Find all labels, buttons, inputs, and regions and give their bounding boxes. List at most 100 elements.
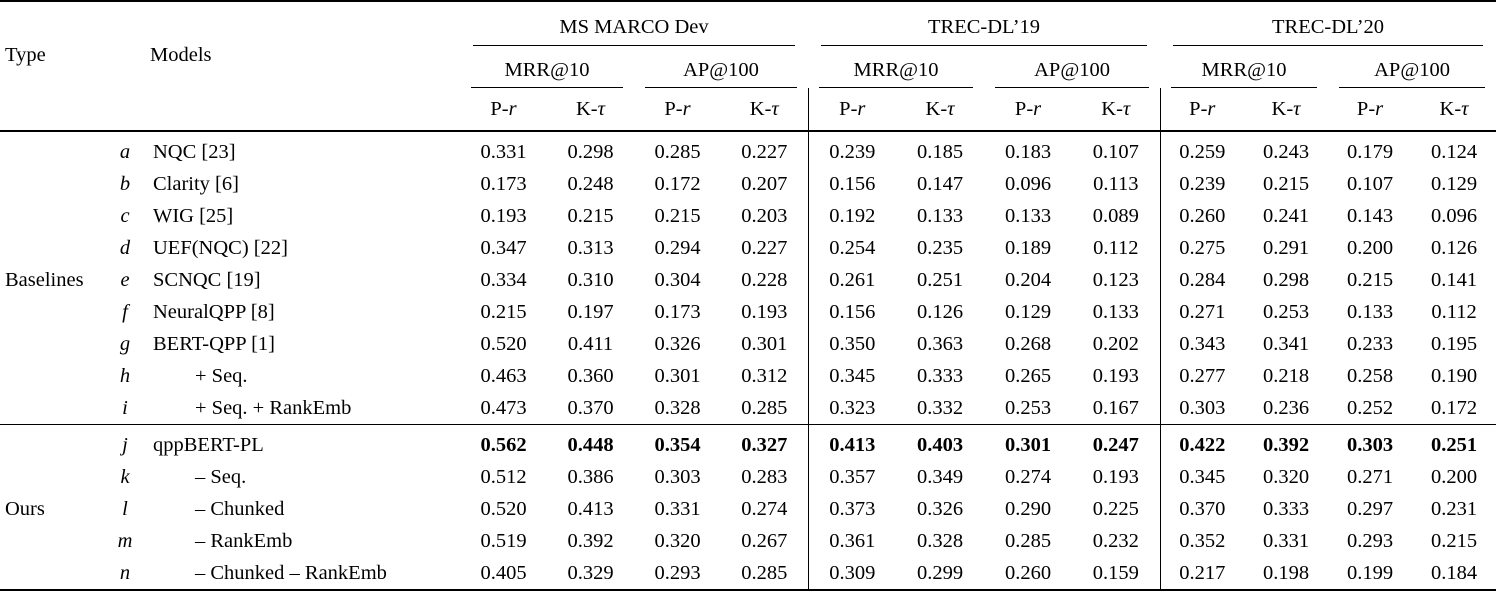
group-label: TREC-DL’20	[1272, 16, 1385, 38]
row-letter: c	[120, 204, 130, 227]
metric-value: 0.373	[829, 497, 876, 520]
table-row: i + Seq. + RankEmb 0.473 0.370 0.328 0.285 0.3…	[0, 392, 1496, 425]
metric-value: 0.236	[1262, 396, 1310, 419]
table-row: d UEF(NQC) [22] 0.347 0.313 0.294 0.227 0.254 0…	[0, 232, 1496, 264]
metric-value: 0.231	[1430, 497, 1478, 520]
metric-value: 0.360	[567, 364, 614, 387]
model-name: SCNQC [19]	[153, 268, 261, 291]
metric-value: 0.320	[1262, 465, 1310, 488]
metric-value: 0.422	[1160, 424, 1245, 461]
metric-value: 0.172	[654, 172, 701, 195]
table-row: l – Chunked 0.520 0.413 0.331 0.274 0.373 0.326…	[0, 493, 1496, 525]
metric-value: 0.331	[654, 497, 701, 520]
row-letter: n	[119, 561, 131, 584]
metric-value: 0.268	[1004, 332, 1052, 355]
group-label: TREC-DL’19	[928, 16, 1041, 38]
metric-value: 0.277	[1179, 364, 1226, 387]
row-letter: f	[122, 300, 128, 323]
model-name: NeuralQPP [8]	[153, 300, 275, 323]
metric-value: 0.291	[1262, 236, 1310, 259]
metric-value: 0.298	[567, 140, 614, 163]
table-row: Ours j qppBERT-PL 0.562 0.448 0.354 0.327 0.413…	[0, 424, 1496, 590]
subheader-pearson-r: P-r	[460, 88, 547, 132]
metric-value: 0.124	[1430, 140, 1478, 163]
metric-value: 0.141	[1430, 268, 1478, 291]
model-name: BERT-QPP [1]	[153, 332, 275, 355]
metric-value: 0.274	[1004, 465, 1052, 488]
metric-value: 0.197	[567, 300, 614, 323]
metric-value: 0.248	[567, 172, 614, 195]
metric-value: 0.252	[1346, 396, 1394, 419]
metric-label: AP@100	[683, 59, 759, 81]
metric-value: 0.392	[567, 529, 614, 552]
metric-value: 0.298	[1262, 268, 1310, 291]
metric-value: 0.331	[480, 140, 527, 163]
row-letter: k	[120, 465, 130, 488]
group-header-row: Type Models MS MARCO Dev TREC-DL’19 TREC…	[0, 1, 1496, 132]
metric-value: 0.520	[480, 332, 527, 355]
metric-value: 0.123	[1072, 264, 1161, 296]
metric-value: 0.107	[1346, 172, 1394, 195]
row-letter: m	[117, 529, 133, 552]
col-metric-mrr10: MRR@10	[1160, 46, 1328, 88]
table-row: b Clarity [6] 0.173 0.248 0.172 0.207 0.156 0.1…	[0, 168, 1496, 200]
metric-value: 0.183	[1004, 140, 1052, 163]
subheader-kendall-tau: K-τ	[896, 88, 985, 132]
metric-value: 0.215	[1346, 268, 1394, 291]
col-metric-mrr10: MRR@10	[808, 46, 984, 88]
metric-value: 0.173	[480, 172, 527, 195]
metric-value: 0.260	[1004, 561, 1052, 584]
metric-value: 0.129	[1004, 300, 1052, 323]
metric-value: 0.285	[721, 392, 809, 425]
metric-value: 0.235	[916, 236, 964, 259]
metric-value: 0.413	[808, 424, 897, 461]
metric-label: MRR@10	[853, 59, 939, 81]
type-label: Baselines	[5, 268, 84, 291]
metric-value: 0.349	[916, 465, 964, 488]
subheader-kendall-tau: K-τ	[1412, 88, 1496, 132]
row-letter: e	[120, 268, 130, 291]
metric-value: 0.243	[1262, 140, 1310, 163]
metric-value: 0.285	[1004, 529, 1052, 552]
metric-value: 0.179	[1346, 140, 1394, 163]
metric-label: MRR@10	[1201, 59, 1287, 81]
metric-value: 0.352	[1179, 529, 1226, 552]
model-name: Clarity [6]	[153, 172, 239, 195]
metric-value: 0.297	[1346, 497, 1394, 520]
metric-value: 0.126	[1430, 236, 1478, 259]
metric-value: 0.113	[1072, 168, 1161, 200]
metric-value: 0.328	[916, 529, 964, 552]
subheader-pearson-r: P-r	[808, 88, 897, 132]
metric-value: 0.167	[1072, 392, 1161, 425]
col-metric-ap100: AP@100	[984, 46, 1160, 88]
group-label: MS MARCO Dev	[559, 16, 709, 38]
metric-value: 0.473	[480, 396, 527, 419]
metric-value: 0.239	[1179, 172, 1226, 195]
metric-value: 0.350	[829, 332, 876, 355]
metric-value: 0.413	[567, 497, 614, 520]
metric-value: 0.247	[1072, 424, 1161, 461]
metric-value: 0.403	[896, 424, 985, 461]
subheader-pearson-r: P-r	[1328, 88, 1413, 132]
metric-value: 0.326	[654, 332, 701, 355]
metric-value: 0.227	[721, 232, 809, 264]
metric-value: 0.215	[480, 300, 527, 323]
metric-value: 0.519	[480, 529, 527, 552]
metric-value: 0.215	[1430, 529, 1478, 552]
metric-value: 0.232	[1072, 525, 1161, 557]
metric-value: 0.096	[1004, 172, 1052, 195]
table-row: h + Seq. 0.463 0.360 0.301 0.312 0.345 0.333 0.2…	[0, 360, 1496, 392]
metric-value: 0.283	[721, 461, 809, 493]
metric-value: 0.126	[916, 300, 964, 323]
col-group-trec-dl19: TREC-DL’19	[808, 1, 1160, 46]
col-group-trec-dl20: TREC-DL’20	[1160, 1, 1496, 46]
model-name: qppBERT-PL	[146, 424, 460, 461]
metric-value: 0.329	[567, 561, 614, 584]
metric-value: 0.303	[1328, 424, 1413, 461]
subheader-pearson-r: P-r	[984, 88, 1073, 132]
metric-value: 0.520	[480, 497, 527, 520]
metric-value: 0.147	[916, 172, 964, 195]
metric-value: 0.200	[1430, 465, 1478, 488]
metric-value: 0.309	[829, 561, 876, 584]
